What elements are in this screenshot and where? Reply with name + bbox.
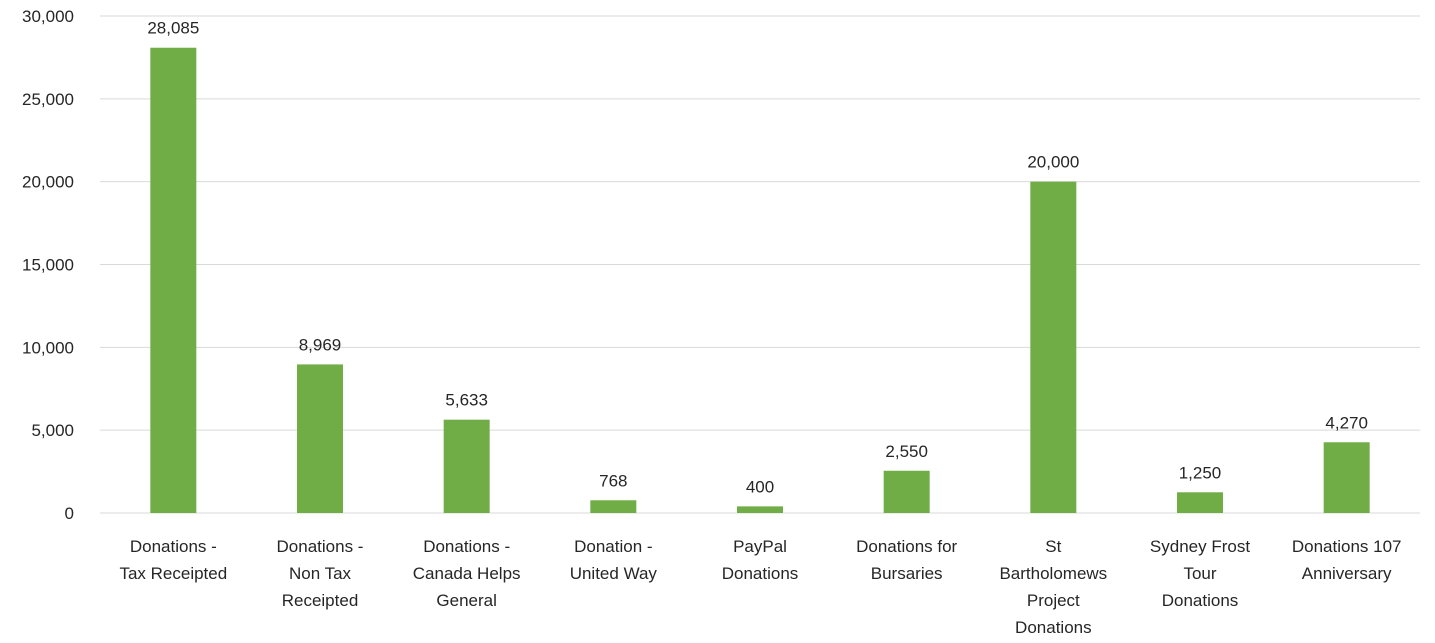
category-label: Donations - Tax Receipted xyxy=(119,537,227,583)
category-label-line: Donations xyxy=(1162,591,1239,610)
y-axis-ticks: 0 5,000 10,000 15,000 20,000 25,000 30,000 xyxy=(22,7,74,523)
category-label-line: Donations - xyxy=(423,537,510,556)
data-label: 4,270 xyxy=(1325,413,1368,432)
category-label: Donation - United Way xyxy=(570,537,658,583)
category-label-line: Donations - xyxy=(130,537,217,556)
bar xyxy=(1323,442,1370,513)
category-label: PayPal Donations xyxy=(722,537,799,583)
y-tick-label: 5,000 xyxy=(31,421,74,440)
category-label-line: Tour xyxy=(1183,564,1216,583)
category-label: Donations - Non Tax Receipted xyxy=(277,537,364,610)
data-label: 5,633 xyxy=(445,391,488,410)
category-label-line: Anniversary xyxy=(1302,564,1392,583)
bar xyxy=(590,500,637,513)
data-label: 2,550 xyxy=(885,442,928,461)
category-label-line: General xyxy=(436,591,496,610)
category-label: St Bartholomews Project Donations xyxy=(999,537,1107,637)
category-label-line: Donation - xyxy=(574,537,652,556)
data-label: 20,000 xyxy=(1027,153,1079,172)
category-label-line: Sydney Frost xyxy=(1150,537,1250,556)
data-label: 400 xyxy=(746,477,774,496)
category-label-line: United Way xyxy=(570,564,658,583)
bar xyxy=(150,47,197,514)
category-label-line: Donations - xyxy=(277,537,364,556)
bar xyxy=(737,506,783,513)
category-labels: Donations - Tax Receipted Donations - Non T… xyxy=(119,537,1401,637)
category-label-line: Donations 107 xyxy=(1292,537,1402,556)
category-label-line: Donations xyxy=(1015,618,1092,637)
category-label: Donations 107 Anniversary xyxy=(1292,537,1402,583)
bar xyxy=(883,470,930,513)
category-label: Sydney Frost Tour Donations xyxy=(1150,537,1250,610)
bars xyxy=(150,47,1370,514)
y-tick-label: 15,000 xyxy=(22,256,74,275)
category-label-line: Tax Receipted xyxy=(119,564,227,583)
data-labels: 28,085 8,969 5,633 768 400 2,550 20,000 1,250 4,… xyxy=(147,19,1368,497)
bar xyxy=(443,419,490,513)
bar xyxy=(1030,181,1077,513)
y-tick-label: 0 xyxy=(65,504,74,523)
y-tick-label: 30,000 xyxy=(22,7,74,26)
category-label-line: Non Tax xyxy=(289,564,352,583)
data-label: 28,085 xyxy=(147,19,199,38)
category-label-line: Bursaries xyxy=(871,564,943,583)
category-label: Donations - Canada Helps General xyxy=(413,537,521,610)
data-label: 768 xyxy=(599,471,627,490)
data-label: 8,969 xyxy=(299,335,342,354)
category-label-line: St xyxy=(1045,537,1061,556)
category-label: Donations for Bursaries xyxy=(856,537,957,583)
y-tick-label: 25,000 xyxy=(22,90,74,109)
data-label: 1,250 xyxy=(1179,463,1222,482)
category-label-line: Canada Helps xyxy=(413,564,521,583)
category-label-line: Donations for xyxy=(856,537,957,556)
bar xyxy=(297,364,343,513)
category-label-line: Receipted xyxy=(282,591,359,610)
category-label-line: PayPal xyxy=(733,537,787,556)
category-label-line: Project xyxy=(1027,591,1080,610)
category-label-line: Donations xyxy=(722,564,799,583)
bar xyxy=(1177,492,1223,513)
y-tick-label: 10,000 xyxy=(22,338,74,357)
category-label-line: Bartholomews xyxy=(999,564,1107,583)
y-tick-label: 20,000 xyxy=(22,173,74,192)
